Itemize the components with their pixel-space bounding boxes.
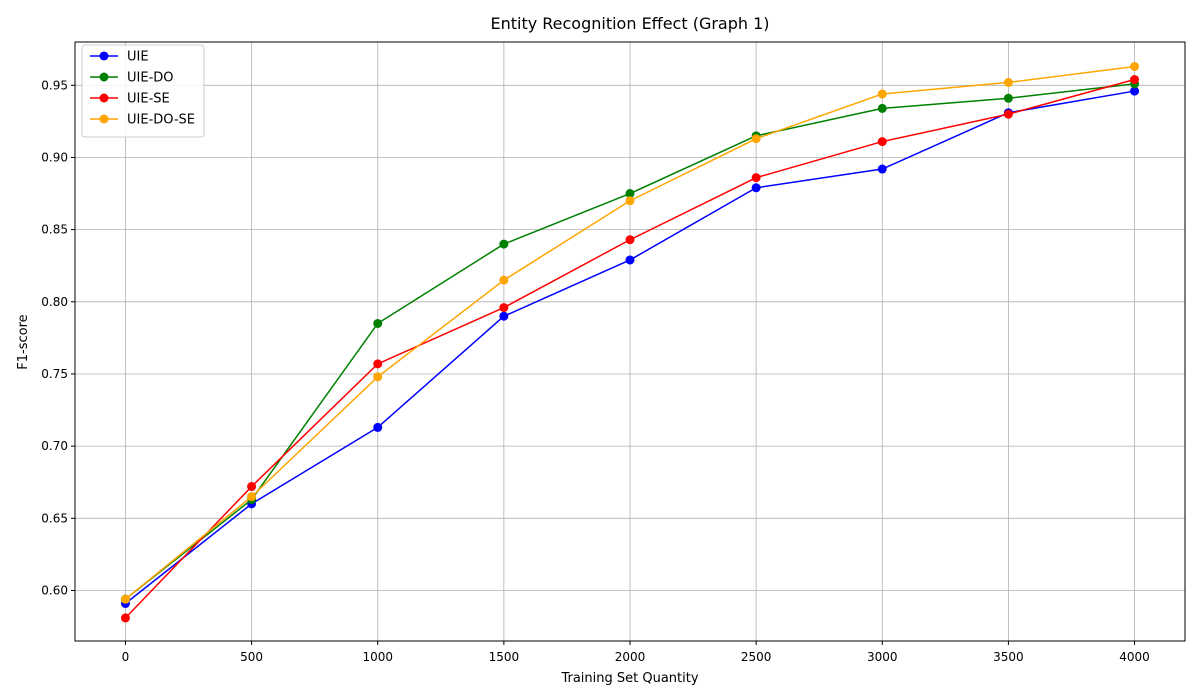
data-point: [499, 239, 509, 249]
series-uie-do: [120, 79, 1140, 604]
data-point: [877, 89, 887, 99]
axis-ticks: 0 500 1000 1500 2000 2500 3000 3500 4000 0.60 0.65…: [41, 78, 1150, 664]
data-point: [499, 311, 509, 321]
data-point: [625, 189, 635, 199]
y-tick-label: 0.80: [41, 295, 68, 309]
legend-box: [81, 44, 205, 138]
data-point: [1130, 75, 1140, 85]
y-tick-label: 0.95: [41, 78, 68, 92]
grid: [75, 42, 1185, 641]
data-point: [751, 134, 761, 144]
data-point: [373, 359, 383, 369]
data-point: [1003, 77, 1013, 87]
data-point: [373, 372, 383, 382]
data-point: [247, 482, 257, 492]
x-tick-label: 2500: [741, 650, 772, 664]
legend: UIE UIE-DO UIE-SE UIE-DO-SE: [81, 44, 205, 138]
data-point: [877, 137, 887, 147]
data-point: [120, 594, 130, 604]
data-point: [877, 103, 887, 113]
legend-item: UIE-DO: [90, 71, 174, 86]
y-tick-label: 0.60: [41, 583, 68, 597]
legend-label: UIE-DO: [127, 71, 174, 86]
legend-item: UIE-SE: [90, 92, 170, 107]
legend-label: UIE-DO-SE: [127, 113, 195, 128]
x-tick-label: 500: [240, 650, 263, 664]
legend-label: UIE-SE: [127, 92, 170, 107]
legend-marker: [99, 114, 109, 124]
data-point: [247, 492, 257, 502]
data-point: [625, 255, 635, 265]
x-tick-label: 3000: [867, 650, 898, 664]
data-point: [1130, 62, 1140, 72]
y-tick-label: 0.85: [41, 223, 68, 237]
x-tick-label: 4000: [1119, 650, 1150, 664]
data-point: [1003, 109, 1013, 119]
x-tick-label: 2000: [615, 650, 646, 664]
y-tick-label: 0.65: [41, 511, 68, 525]
data-point: [625, 196, 635, 206]
y-axis-label: F1-score: [16, 314, 31, 369]
legend-item: UIE: [90, 50, 149, 65]
legend-marker: [99, 72, 109, 82]
x-axis-label: Training Set Quantity: [560, 671, 698, 686]
data-point: [373, 318, 383, 328]
data-point: [373, 422, 383, 432]
data-point: [120, 613, 130, 623]
legend-item: UIE-DO-SE: [90, 113, 195, 128]
series-uie-se: [120, 75, 1140, 623]
data-point: [1003, 93, 1013, 103]
x-tick-label: 1000: [362, 650, 393, 664]
legend-marker: [99, 93, 109, 103]
y-tick-label: 0.90: [41, 150, 68, 164]
legend-marker: [99, 51, 109, 61]
data-point: [1130, 86, 1140, 96]
data-point: [499, 303, 509, 313]
series-uie-do-se: [120, 62, 1140, 604]
y-tick-label: 0.75: [41, 367, 68, 381]
y-tick-label: 0.70: [41, 439, 68, 453]
x-tick-label: 1500: [489, 650, 520, 664]
data-point: [751, 183, 761, 193]
legend-label: UIE: [127, 50, 149, 65]
data-point: [625, 235, 635, 245]
x-tick-label: 3500: [993, 650, 1024, 664]
x-tick-label: 0: [122, 650, 130, 664]
data-point: [751, 173, 761, 183]
data-point: [499, 275, 509, 285]
data-point: [877, 164, 887, 174]
chart-title: Entity Recognition Effect (Graph 1): [490, 14, 769, 33]
series-layer: [120, 62, 1140, 623]
